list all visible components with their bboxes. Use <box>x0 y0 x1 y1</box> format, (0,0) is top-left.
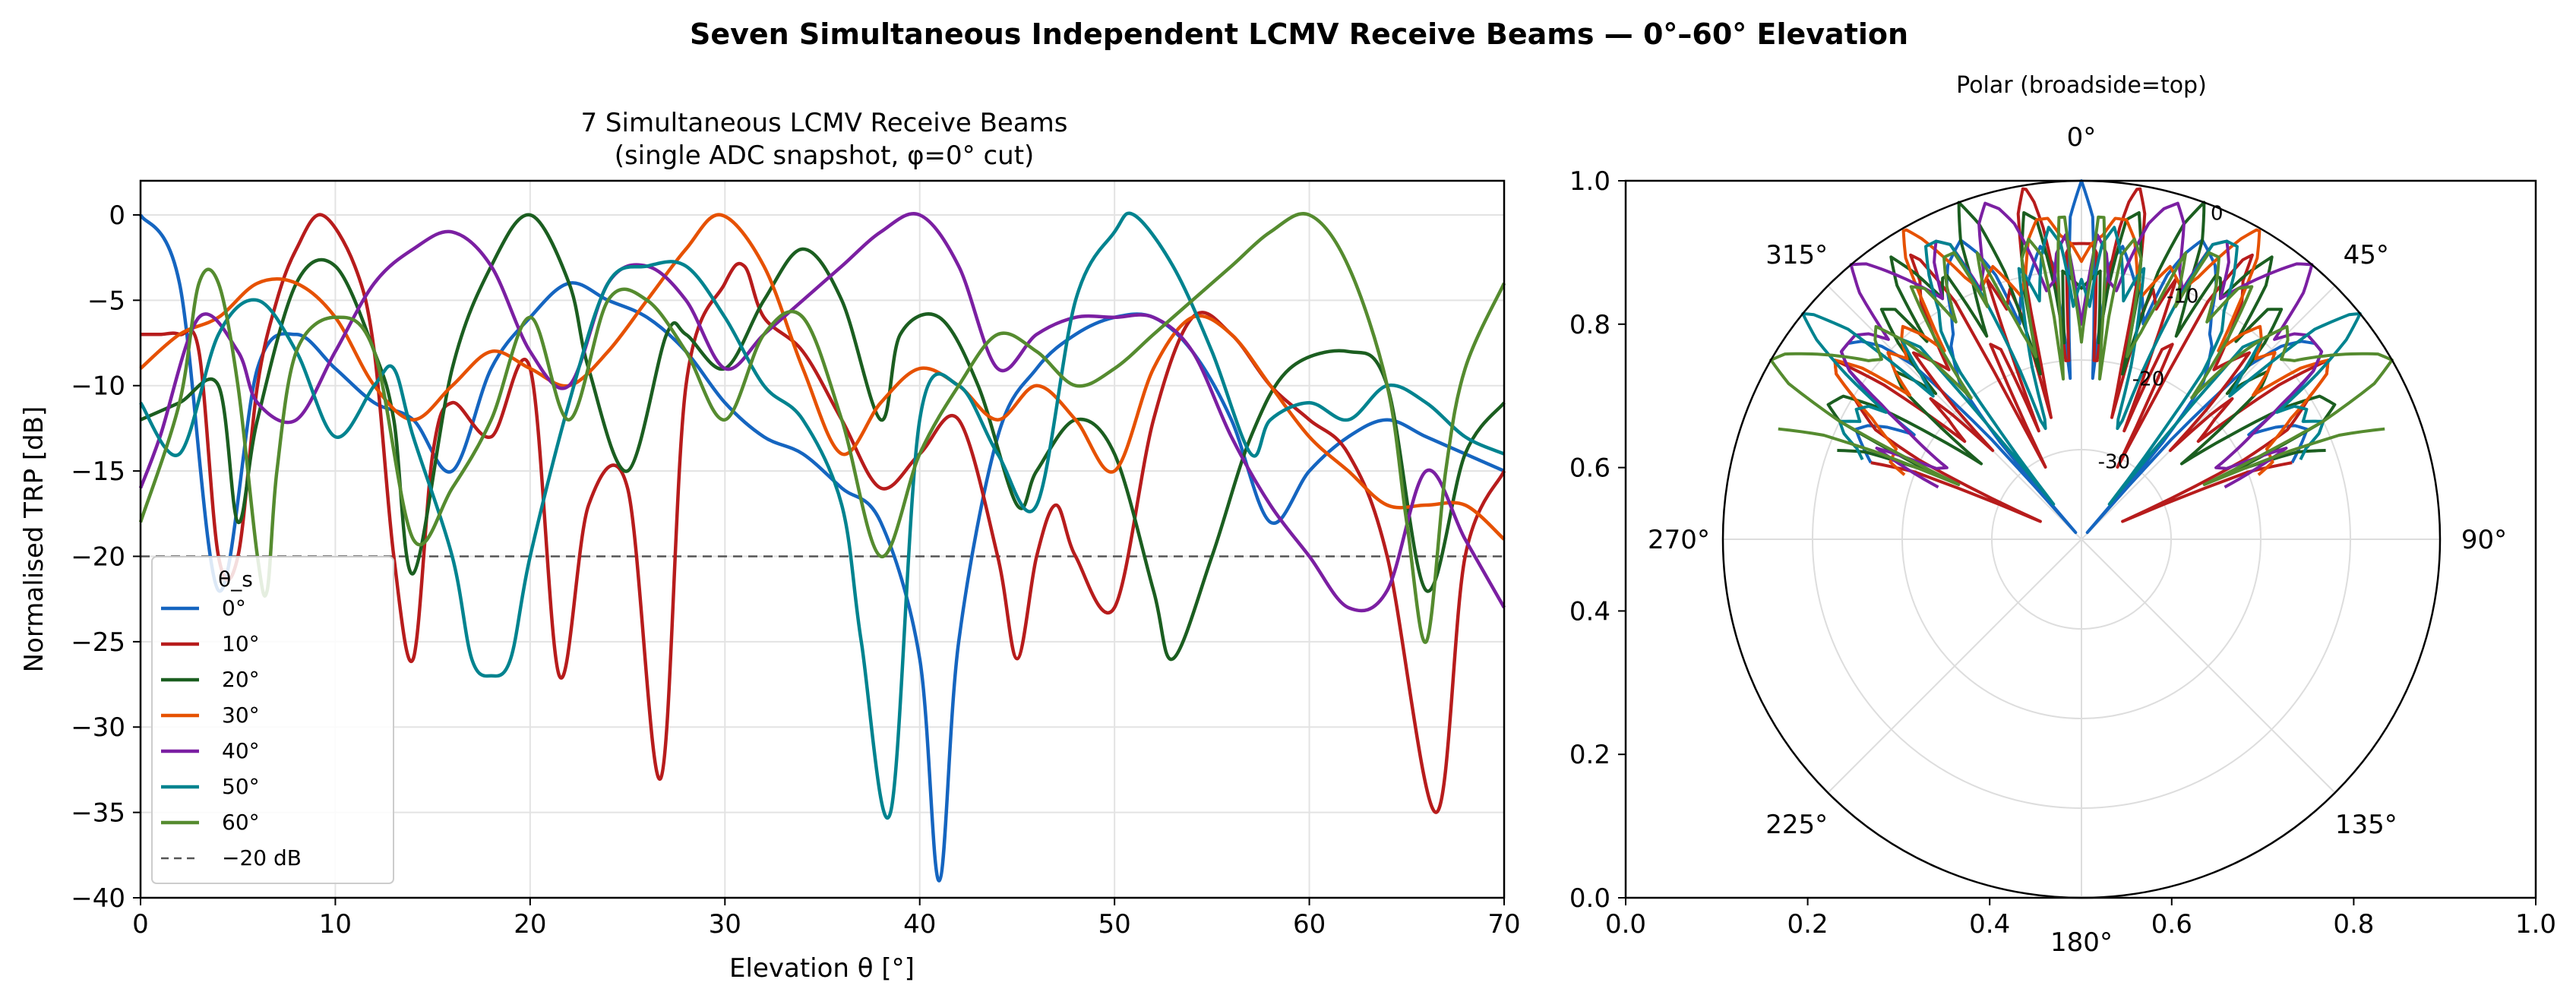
polar-frame-x-label: 0.6 <box>2151 909 2192 940</box>
x-tick-label: 40 <box>903 909 936 940</box>
polar-angle-label: 135° <box>2335 810 2397 840</box>
legend-label: −20 dB <box>222 845 302 870</box>
polar-radial-label: -30 <box>2098 451 2130 474</box>
polar-series-line-50° <box>1801 226 2362 506</box>
series-line-20deg <box>140 213 1506 662</box>
polar-frame-x-label: 0.2 <box>1787 909 1828 940</box>
legend-label: 30° <box>222 703 260 728</box>
line-chart-y-ticks: 0 −5 −10 −15 −20 −25 −30 −35 −40 <box>71 201 141 914</box>
y-tick-label: 0 <box>109 201 125 231</box>
y-tick-label: −30 <box>71 712 125 743</box>
line-chart-ylabel: Normalised TRP [dB] <box>19 406 49 673</box>
legend-label: 0° <box>222 595 246 621</box>
legend-label: 40° <box>222 738 260 763</box>
line-chart-title: 7 Simultaneous LCMV Receive Beams <box>580 108 1067 138</box>
x-tick-label: 70 <box>1487 909 1520 940</box>
y-tick-label: −25 <box>71 627 125 658</box>
x-tick-label: 20 <box>514 909 546 940</box>
polar-grid-spoke <box>2081 285 2336 540</box>
polar-grid <box>1723 181 2440 898</box>
series-line-40deg <box>138 212 1506 613</box>
polar-chart: Polar (broadside=top) 0.0 0.2 0.4 0.6 0.8 1.0… <box>1569 72 2556 958</box>
legend-box <box>151 556 394 884</box>
polar-angle-label: 0° <box>2067 122 2097 153</box>
polar-angle-labels: 0° 45° 90° 135° 180° 225° 270° 315° <box>1648 122 2507 958</box>
polar-frame-y-label: 0.2 <box>1569 740 1610 770</box>
polar-grid-spoke <box>2081 539 2336 794</box>
polar-angle-label: 45° <box>2344 240 2389 270</box>
legend-label: 10° <box>222 631 260 656</box>
polar-angle-label: 270° <box>1648 525 1710 555</box>
polar-grid-spoke <box>1827 539 2082 794</box>
x-tick-label: 60 <box>1293 909 1326 940</box>
polar-angle-label: 180° <box>2050 927 2113 958</box>
polar-series-line-40° <box>1839 201 2324 489</box>
legend-items: 0° 10° 20° 30° 40° 50° 60° −20 dB <box>161 595 302 870</box>
polar-frame-y-label: 0.0 <box>1569 883 1610 914</box>
polar-radial-label: 0 <box>2211 202 2224 225</box>
polar-frame-x-label: 1.0 <box>2515 909 2556 940</box>
line-chart-subtitle: (single ADC snapshot, φ=0° cut) <box>615 141 1035 171</box>
y-tick-label: −35 <box>71 798 125 829</box>
series-line-0deg <box>139 213 1505 883</box>
y-tick-label: −20 <box>71 542 125 572</box>
y-tick-label: −40 <box>71 883 125 914</box>
polar-frame-y-label: 1.0 <box>1569 166 1610 197</box>
polar-series-line-60° <box>1769 215 2394 486</box>
polar-angle-label: 225° <box>1765 810 1828 840</box>
series-line-60deg <box>138 212 1506 644</box>
polar-outer-circle <box>1721 179 2442 899</box>
polar-radial-labels: 0 -10 -20 -30 <box>2098 202 2224 473</box>
series-line-10deg <box>140 213 1506 814</box>
polar-frame-y-label: 0.8 <box>1569 310 1610 340</box>
x-tick-label: 0 <box>132 909 149 940</box>
polar-frame-x-label: 0.4 <box>1969 909 2010 940</box>
polar-series-line-10° <box>1833 187 2330 523</box>
polar-frame-y-label: 0.6 <box>1569 453 1610 484</box>
x-tick-label: 30 <box>709 909 741 940</box>
series-line-50deg <box>139 211 1505 820</box>
polar-frame-y-label: 0.4 <box>1569 596 1610 627</box>
x-tick-label: 50 <box>1098 909 1131 940</box>
legend: θ_s 0° 10° 20° 30° 40° 50° 60° −20 dB <box>151 556 394 884</box>
polar-grid-spoke <box>1827 285 2082 540</box>
polar-series-line-30° <box>1833 216 2330 476</box>
line-chart-frame <box>139 179 1506 899</box>
figure-suptitle: Seven Simultaneous Independent LCMV Rece… <box>690 17 1908 51</box>
x-tick-label: 10 <box>319 909 352 940</box>
polar-angle-label: 90° <box>2461 525 2507 555</box>
polar-radial-label: -20 <box>2132 368 2164 391</box>
polar-chart-title: Polar (broadside=top) <box>1956 72 2207 99</box>
legend-label: 60° <box>222 810 260 835</box>
polar-angle-label: 315° <box>1765 240 1828 270</box>
line-chart-series <box>138 211 1506 883</box>
polar-frame-x-label: 0.0 <box>1605 909 1646 940</box>
y-tick-label: −5 <box>87 286 125 316</box>
line-chart: 7 Simultaneous LCMV Receive Beams (singl… <box>19 108 1521 984</box>
line-chart-xlabel: Elevation θ [°] <box>729 953 915 984</box>
legend-title: θ_s <box>218 567 253 592</box>
polar-frame-x-label: 0.8 <box>2333 909 2374 940</box>
line-chart-x-ticks: 0 10 20 30 40 50 60 70 <box>132 898 1521 940</box>
polar-frame-ticks: 0.0 0.2 0.4 0.6 0.8 1.0 0.0 0.2 0.4 0.6 0.8 1.0 <box>1569 166 2556 940</box>
legend-label: 50° <box>222 774 260 799</box>
y-tick-label: −10 <box>71 371 125 402</box>
legend-label: 20° <box>222 667 260 692</box>
polar-radial-label: -10 <box>2167 285 2198 308</box>
polar-series <box>1769 179 2394 535</box>
y-tick-label: −15 <box>71 456 125 487</box>
